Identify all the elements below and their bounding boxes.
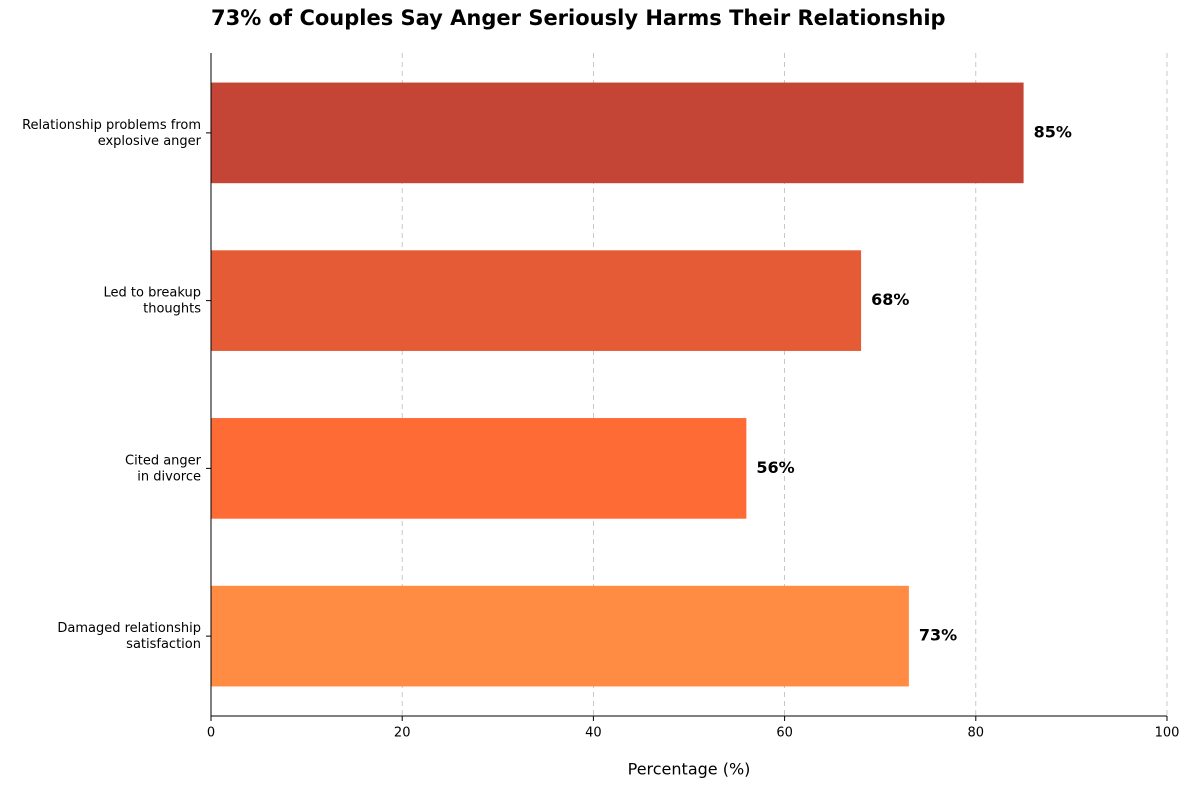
value-label: 73% <box>919 626 957 645</box>
y-tick-label: Relationship problems from explosive ange… <box>22 117 202 148</box>
value-label: 85% <box>1034 122 1072 141</box>
value-label: 56% <box>756 458 794 477</box>
chart-title: 73% of Couples Say Anger Seriously Harms… <box>211 6 946 30</box>
x-tick-label: 0 <box>207 726 215 741</box>
bar <box>211 250 862 351</box>
bar <box>211 82 1024 184</box>
y-tick-label: Damaged relationship satisfaction <box>57 621 201 652</box>
value-label: 68% <box>871 290 909 309</box>
x-tick-label: 20 <box>394 726 411 741</box>
bar <box>211 418 747 519</box>
x-tick-label: 100 <box>1155 726 1180 741</box>
bar <box>211 585 909 687</box>
y-tick-label: Led to breakup thoughts <box>104 285 202 316</box>
x-tick-label: 80 <box>968 726 985 741</box>
x-tick-label: 60 <box>776 726 793 741</box>
y-tick-label: Cited anger in divorce <box>125 453 202 484</box>
x-axis-label: Percentage (%) <box>628 760 751 779</box>
x-tick-label: 40 <box>585 726 602 741</box>
